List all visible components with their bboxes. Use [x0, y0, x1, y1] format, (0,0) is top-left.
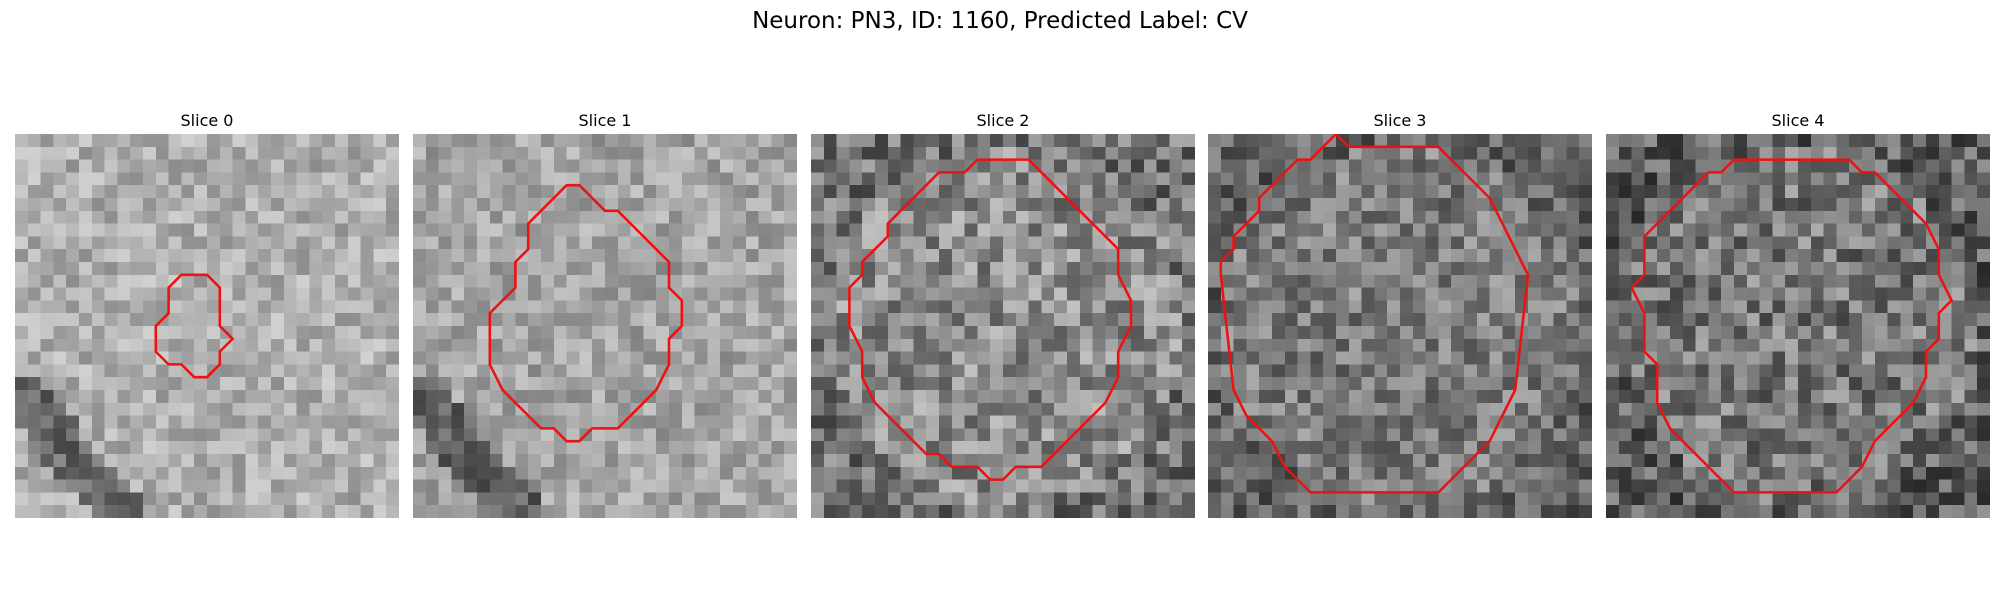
slice-panel-1: Slice 1	[413, 110, 797, 518]
segmentation-contour	[154, 273, 235, 379]
slice-title: Slice 4	[1771, 111, 1825, 130]
slice-image	[413, 134, 797, 518]
slice-title: Slice 1	[578, 111, 632, 130]
segmentation-contour	[1630, 158, 1954, 494]
slice-panel-3: Slice 3	[1208, 110, 1592, 518]
slice-panel-2: Slice 2	[811, 110, 1195, 518]
segmentation-contour	[488, 183, 684, 443]
contour-overlay	[1630, 158, 1954, 494]
figure-title: Neuron: PN3, ID: 1160, Predicted Label: …	[752, 8, 1248, 34]
contour-overlay	[848, 158, 1133, 481]
slice-title: Slice 3	[1373, 111, 1427, 130]
contour-overlay	[1219, 134, 1530, 494]
contour-overlay	[154, 273, 235, 379]
slice-panel-0: Slice 0	[15, 110, 399, 518]
slice-image	[15, 134, 399, 518]
slice-title: Slice 0	[180, 111, 234, 130]
slice-title: Slice 2	[976, 111, 1030, 130]
slice-image	[1208, 134, 1592, 518]
slice-panel-4: Slice 4	[1606, 110, 1990, 518]
contour-overlay	[488, 183, 684, 443]
segmentation-contour	[1219, 134, 1530, 494]
segmentation-contour	[848, 158, 1133, 481]
slice-image	[1606, 134, 1990, 518]
